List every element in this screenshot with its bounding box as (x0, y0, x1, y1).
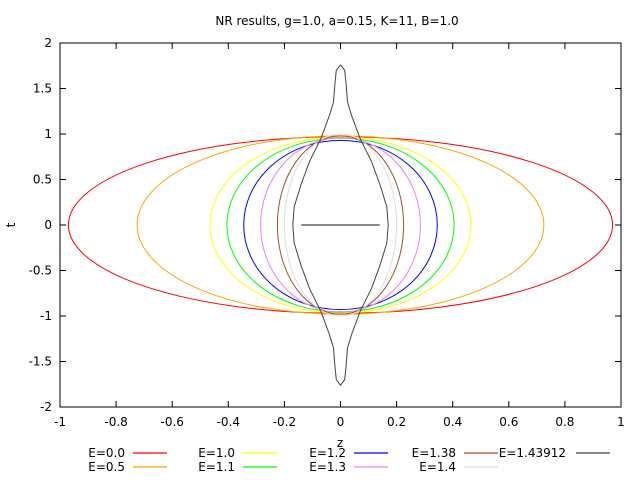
chart-title: NR results, g=1.0, a=0.15, K=11, B=1.0 (215, 14, 458, 28)
legend-label-e-1-1: E=1.1 (198, 460, 235, 474)
y-tick-label: 0 (44, 218, 52, 232)
x-tick-label: -0.8 (104, 415, 127, 429)
x-tick-label: -0.6 (160, 415, 183, 429)
legend-label-e-1-38: E=1.38 (412, 446, 456, 460)
curves-group (67, 64, 614, 386)
legend-label-e-1-43912: E=1.43912 (499, 446, 566, 460)
axis-ticks-group: -1 -0.8 -0.6 -0.4 -0.2 0 0.2 0.4 0.6 0.8 1 2 1.5 1 0.5… (29, 36, 625, 429)
x-tick-label: 0.2 (387, 415, 406, 429)
y-tick-label: -2 (40, 400, 52, 414)
x-tick-label: -0.4 (217, 415, 240, 429)
x-tick-label: -1 (54, 415, 66, 429)
x-tick-label: 1 (617, 415, 625, 429)
series-curve-e-1-3 (260, 137, 421, 313)
y-tick-label: 1.5 (33, 82, 52, 96)
y-tick-label: -1.5 (29, 355, 52, 369)
y-tick-label: 1 (44, 127, 52, 141)
x-tick-label: -0.2 (273, 415, 296, 429)
x-tick-label: 0.8 (555, 415, 574, 429)
series-curve-e-1-43912 (292, 64, 389, 386)
y-axis-label: t (4, 222, 18, 227)
legend-label-e-1-4: E=1.4 (419, 460, 456, 474)
y-tick-label: -0.5 (29, 264, 52, 278)
x-tick-label: 0.4 (443, 415, 462, 429)
legend-label-e-1-0: E=1.0 (198, 446, 235, 460)
x-tick-label: 0 (337, 415, 345, 429)
x-tick-label: 0.6 (499, 415, 518, 429)
legend-label-e-0-5: E=0.5 (88, 460, 125, 474)
legend: E=0.0E=0.5E=1.0E=1.1E=1.2E=1.3E=1.38E=1.… (88, 446, 610, 474)
legend-label-e-0-0: E=0.0 (88, 446, 125, 460)
legend-label-e-1-2: E=1.2 (309, 446, 346, 460)
y-tick-label: -1 (40, 309, 52, 323)
series-curve-e-1-4 (283, 133, 398, 317)
y-tick-label: 2 (44, 36, 52, 50)
series-curve-e-1-2 (243, 139, 438, 311)
series-curve-e-1-38 (276, 135, 405, 315)
x-axis-label: z (337, 436, 343, 450)
legend-label-e-1-3: E=1.3 (309, 460, 346, 474)
y-tick-label: 0.5 (33, 173, 52, 187)
series-curve-e-1-0 (209, 136, 472, 314)
